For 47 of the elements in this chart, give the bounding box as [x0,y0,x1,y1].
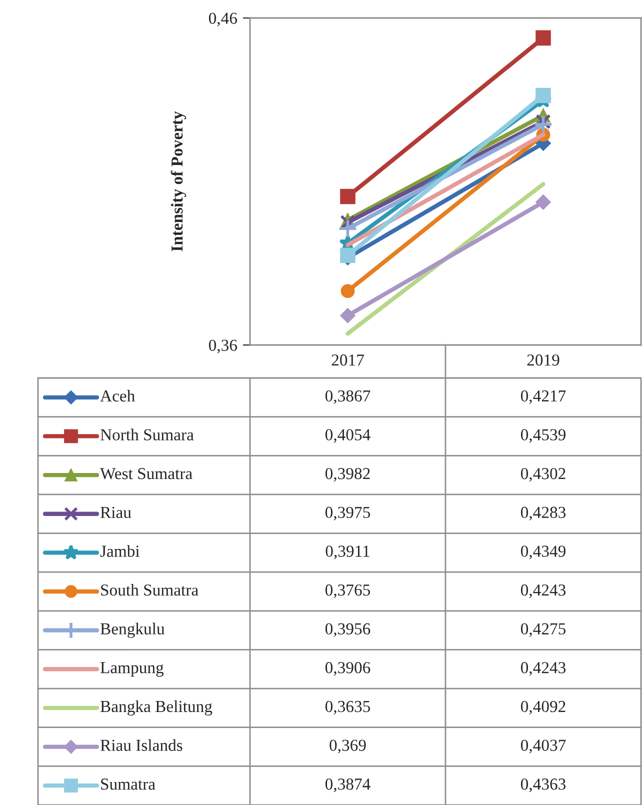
data-label: 0,3975 [325,506,370,520]
data-label: 0,3765 [325,584,370,598]
legend-label: Jambi [100,545,140,557]
point [338,218,358,238]
data-label: 0,4539 [520,429,566,443]
point [340,284,355,298]
legend-label: Bangka Belitung [100,700,212,716]
data-label: 0,4243 [520,662,566,676]
legend-label: North Sumara [100,428,194,440]
x-tick-label: 2019 [527,354,560,366]
point [536,30,551,46]
point [536,88,551,104]
point [536,194,551,210]
data-label: 0,4302 [520,468,566,482]
data-label: 0,3956 [325,623,370,637]
data-label: 0,4275 [520,623,566,637]
data-label: 0,3635 [325,700,370,715]
point [534,114,553,134]
data-label: 0,4217 [520,390,566,404]
y-tick-label: 0,36 [208,340,238,354]
data-label: 0,4037 [520,740,566,754]
data-label: 0,4054 [325,429,370,443]
data-label: 0,4092 [520,700,566,715]
legend-label: Riau Islands [100,739,182,751]
data-label: 0,3911 [326,546,370,560]
data-label: 0,4283 [520,506,566,520]
data-label: 0,3982 [325,468,370,482]
data-label: 0,4243 [520,584,566,598]
legend-label: Aceh [100,390,135,402]
legend-label: West Sumatra [100,468,192,480]
legend-label: South Sumatra [101,584,198,596]
data-label: 0,3867 [325,390,370,404]
x-tick-label: 2017 [332,354,364,366]
data-label: 0,3874 [325,778,370,792]
legend-label: Riau [100,506,132,518]
data-label: 0,369 [330,740,366,754]
point [340,248,356,264]
y-tick-label: 0,46 [208,12,238,26]
legend-label: Lampung [100,662,164,677]
data-label: 0,4349 [520,546,566,560]
legend-label: Sumatra [101,778,156,790]
point [340,308,356,324]
data-label: 0,3906 [325,662,370,676]
y-axis-title: Intensity of Poverty [170,111,186,252]
point [340,188,356,204]
legend-label: Bengkulu [100,622,165,638]
data-label: 0,4363 [520,778,566,792]
